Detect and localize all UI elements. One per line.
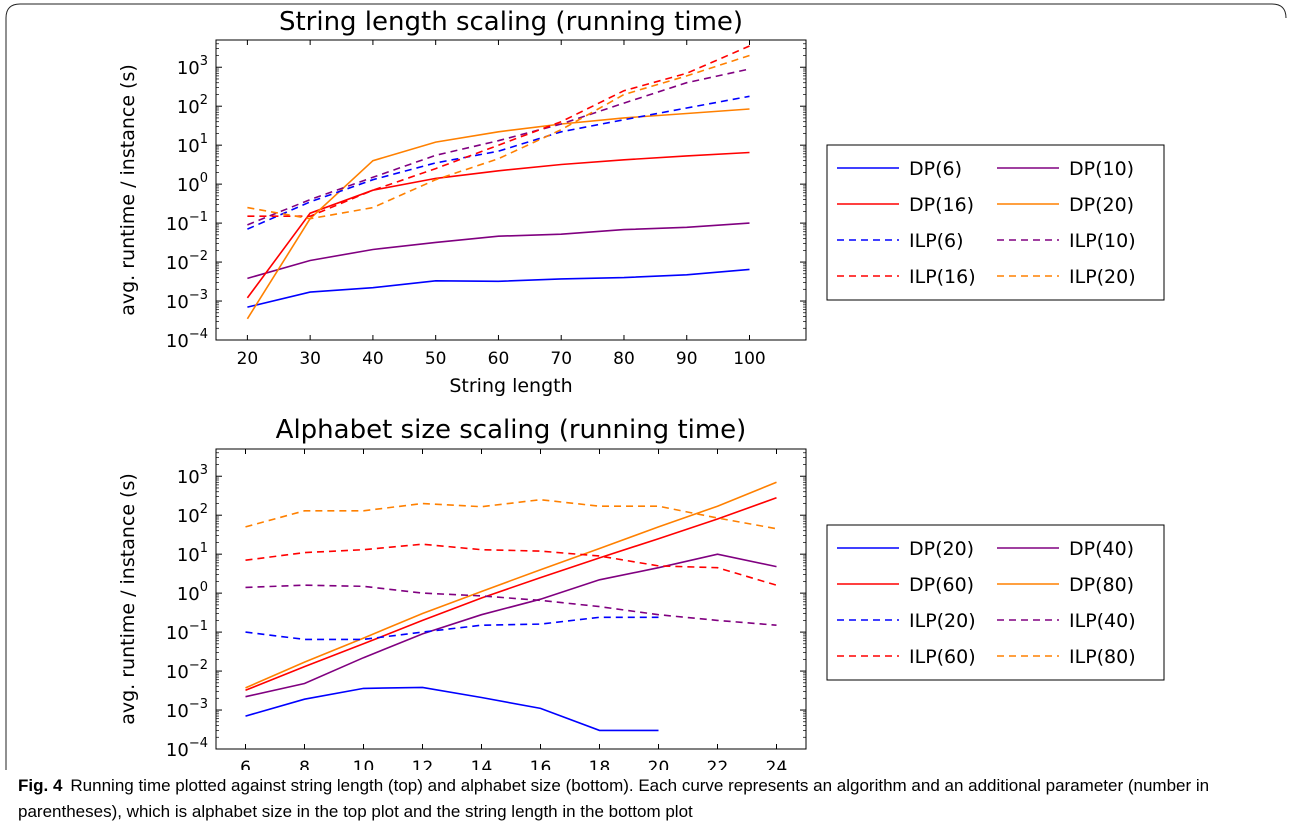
x-tick-label: 30 — [299, 349, 321, 369]
y-axis-label: avg. runtime / instance (s) — [117, 64, 139, 316]
x-tick-label: 22 — [707, 758, 729, 770]
legend-label: ILP(10) — [1069, 230, 1136, 252]
y-tick-label: 10−1 — [166, 210, 208, 235]
series-line-ilp16 — [247, 45, 750, 217]
figure-caption: Fig. 4 Running time plotted against strin… — [18, 773, 1268, 825]
y-tick-label: 101 — [177, 132, 208, 157]
x-tick-label: 16 — [530, 758, 552, 770]
caption-label: Fig. 4 — [18, 776, 63, 795]
y-tick-label: 102 — [177, 93, 208, 118]
x-tick-label: 10 — [353, 758, 375, 770]
legend-label: DP(6) — [909, 158, 962, 180]
series-line-dp20 — [246, 108, 750, 320]
x-tick-label: 20 — [237, 349, 259, 369]
x-tick-label: 24 — [766, 758, 788, 770]
series-line-ilp20 — [247, 54, 750, 220]
series-line-dp10 — [247, 222, 750, 280]
legend-label: ILP(16) — [909, 266, 976, 288]
x-tick-label: 90 — [676, 349, 698, 369]
series-line-ilp40 — [245, 584, 777, 626]
y-tick-label: 102 — [177, 502, 208, 527]
x-tick-label: 8 — [299, 758, 310, 770]
x-tick-label: 12 — [412, 758, 434, 770]
y-tick-label: 100 — [177, 580, 208, 605]
series-line-dp6 — [247, 268, 750, 308]
legend-label: DP(80) — [1069, 574, 1134, 596]
y-tick-label: 10−3 — [166, 288, 208, 313]
x-axis-label: String length — [449, 375, 572, 397]
legend-label: DP(20) — [1069, 194, 1134, 216]
x-tick-label: 6 — [240, 758, 251, 770]
series-line-ilp10 — [247, 68, 750, 226]
x-tick-label: 14 — [471, 758, 493, 770]
x-tick-label: 80 — [613, 349, 635, 369]
caption-text: Running time plotted against string leng… — [18, 776, 1210, 821]
y-axis-label: avg. runtime / instance (s) — [117, 473, 139, 725]
legend-label: DP(40) — [1069, 538, 1134, 560]
string-length-chart: String length scaling (running time) 20 30… — [117, 7, 1165, 397]
legend-label: DP(10) — [1069, 158, 1134, 180]
y-tick-label: 10−3 — [166, 697, 208, 722]
x-tick-label: 18 — [589, 758, 611, 770]
series-line-ilp20 — [245, 616, 659, 641]
series-line-ilp80 — [245, 498, 777, 530]
x-tick-label: 100 — [733, 349, 765, 369]
series-line-dp16 — [246, 151, 750, 299]
legend-label: DP(60) — [909, 574, 974, 596]
legend-label: ILP(60) — [909, 646, 976, 668]
y-tick-label: 10−4 — [166, 327, 208, 352]
legend-box — [826, 524, 1165, 681]
alphabet-size-chart: Alphabet size scaling (running time) 6 8 10… — [117, 415, 1165, 770]
series-line-dp20 — [245, 686, 659, 732]
plot-area — [215, 39, 807, 341]
series-line-dp60 — [245, 497, 777, 692]
chart-title: String length scaling (running time) — [279, 7, 743, 37]
x-tick-label: 40 — [362, 349, 384, 369]
series-line-ilp60 — [245, 543, 777, 586]
plot-area — [215, 448, 807, 750]
legend-label: ILP(80) — [1069, 646, 1136, 668]
y-tick-label: 10−4 — [166, 736, 208, 761]
series-line-dp40 — [245, 553, 777, 698]
y-tick-label: 100 — [177, 171, 208, 196]
y-tick-label: 103 — [177, 463, 208, 488]
x-tick-label: 60 — [488, 349, 510, 369]
x-tick-label: 50 — [425, 349, 447, 369]
series-line-dp80 — [245, 481, 777, 689]
y-tick-label: 101 — [177, 541, 208, 566]
series-line-ilp6 — [247, 95, 750, 230]
legend-label: ILP(40) — [1069, 610, 1136, 632]
legend-label: ILP(6) — [909, 230, 964, 252]
x-tick-label: 20 — [648, 758, 670, 770]
y-tick-label: 10−2 — [166, 249, 208, 274]
legend-label: ILP(20) — [1069, 266, 1136, 288]
legend-box — [826, 144, 1165, 301]
legend-label: DP(20) — [909, 538, 974, 560]
y-tick-label: 10−1 — [166, 619, 208, 644]
legend-label: ILP(20) — [909, 610, 976, 632]
legend-label: DP(16) — [909, 194, 974, 216]
y-tick-label: 103 — [177, 54, 208, 79]
chart-title: Alphabet size scaling (running time) — [276, 415, 747, 445]
x-tick-label: 70 — [550, 349, 572, 369]
y-tick-label: 10−2 — [166, 658, 208, 683]
figure-frame: String length scaling (running time) 20 30… — [5, 3, 1287, 770]
